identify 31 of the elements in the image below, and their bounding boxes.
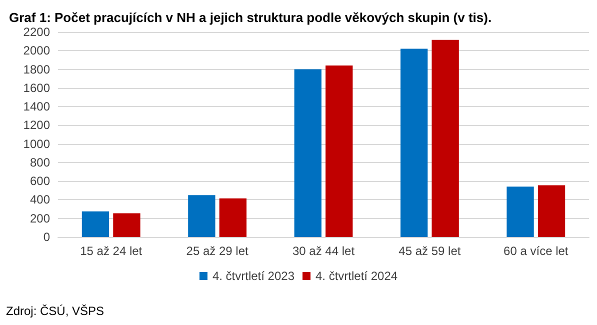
bar bbox=[82, 211, 110, 237]
x-tick-label: 45 až 59 let bbox=[398, 244, 462, 258]
legend-label: 4. čtvrtletí 2023 bbox=[212, 269, 295, 283]
bar bbox=[326, 66, 353, 237]
x-tick-label: 30 až 44 let bbox=[292, 244, 356, 258]
bar bbox=[188, 195, 216, 237]
bar bbox=[432, 40, 459, 237]
bar bbox=[294, 69, 322, 237]
y-tick-label: 1600 bbox=[23, 80, 50, 95]
y-tick-label: 1200 bbox=[23, 118, 50, 132]
y-tick-label: 2000 bbox=[23, 44, 50, 58]
bar bbox=[400, 48, 428, 237]
y-tick-label: 200 bbox=[30, 211, 50, 226]
y-tick-label: 1400 bbox=[23, 100, 50, 114]
y-tick-label: 400 bbox=[30, 192, 50, 207]
y-tick-label: 1800 bbox=[23, 62, 50, 76]
y-tick-label: 0 bbox=[43, 230, 50, 244]
bar bbox=[538, 185, 566, 237]
y-tick-label: 2200 bbox=[23, 25, 50, 39]
x-tick-label: 15 až 24 let bbox=[80, 244, 143, 258]
x-tick-label: 60 a více let bbox=[504, 244, 569, 258]
y-tick-label: 800 bbox=[30, 155, 50, 170]
bar bbox=[113, 213, 140, 237]
legend-label: 4. čtvrtletí 2024 bbox=[316, 269, 398, 283]
bar bbox=[219, 198, 247, 237]
y-tick-label: 1000 bbox=[23, 136, 50, 151]
text: Zdroj: ČSÚ, VŠPS bbox=[6, 304, 104, 318]
y-tick-label: 600 bbox=[30, 174, 50, 188]
x-tick-label: 25 až 29 let bbox=[186, 244, 249, 258]
bar bbox=[506, 186, 534, 237]
chart-title: Graf 1: Počet pracujících v NH a jejich struktura podle věkových skupin (v tis). bbox=[9, 10, 492, 25]
